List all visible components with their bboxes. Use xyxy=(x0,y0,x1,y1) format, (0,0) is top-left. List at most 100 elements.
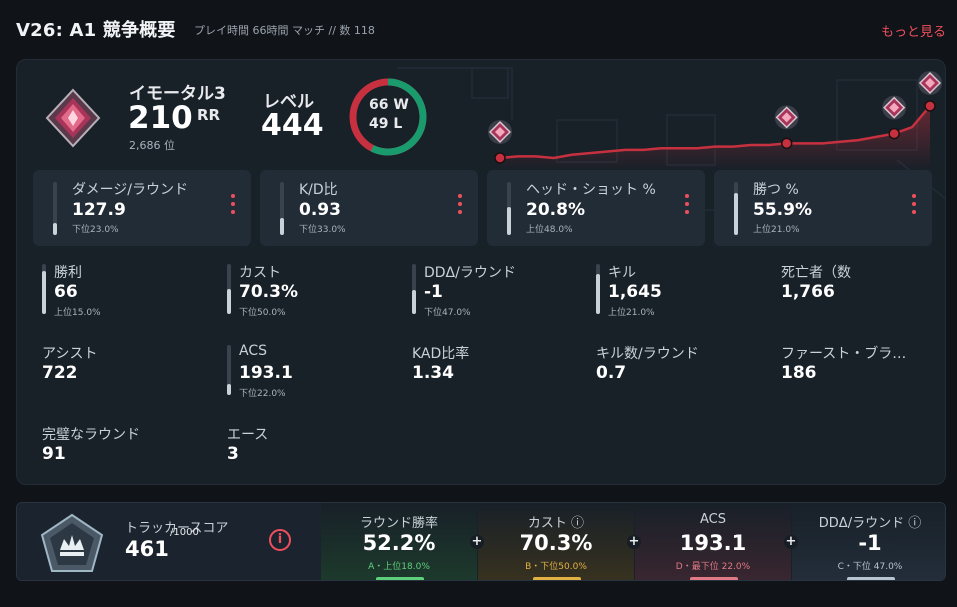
segment-grade: B・下位50.0% xyxy=(525,562,587,572)
stat-value: 20.8% xyxy=(526,200,585,220)
score-segment: ACS 193.1 D・最下位 22.0% xyxy=(635,503,791,580)
stat-percentile: 上位15.0% xyxy=(54,308,101,318)
grid-stat: KAD比率 1.34 xyxy=(412,343,582,399)
percentile-bar-fill xyxy=(412,290,416,314)
stat-percentile: 下位47.0% xyxy=(424,308,471,318)
stat-value: 91 xyxy=(42,444,66,464)
tracker-score-value: 461 xyxy=(125,537,169,561)
more-options-icon[interactable] xyxy=(910,194,918,220)
percentile-bar xyxy=(42,264,46,314)
grade-pill xyxy=(533,577,581,580)
grade-pill xyxy=(690,577,738,580)
segment-value: -1 xyxy=(858,531,882,555)
more-options-icon[interactable] xyxy=(229,194,237,220)
stat-card: 勝つ % 55.9% 上位21.0% xyxy=(714,170,932,246)
tracker-score-panel: トラッカースコア 461 /1000 i ラウンド勝率 52.2% A・上位18.0… xyxy=(16,502,946,581)
score-segment: ラウンド勝率 52.2% A・上位18.0% xyxy=(321,503,477,580)
stat-value: 0.93 xyxy=(299,200,341,220)
tracker-score-label: トラッカースコア xyxy=(125,521,229,536)
see-more-link[interactable]: もっと見る xyxy=(880,25,946,40)
stat-label: 死亡者（数 xyxy=(781,265,851,281)
grid-stat: キル数/ラウンド 0.7 xyxy=(596,343,766,399)
rank-change-point xyxy=(888,127,900,140)
tracker-score-summary: トラッカースコア 461 /1000 i xyxy=(17,503,321,580)
percentile-bar xyxy=(412,264,416,314)
stat-value: 3 xyxy=(227,444,239,464)
segment-value: 52.2% xyxy=(362,531,436,555)
segment-label: カスト ⓘ xyxy=(527,516,585,531)
percentile-bar xyxy=(280,182,284,235)
percentile-bar-fill xyxy=(734,193,738,235)
rr-history-area xyxy=(500,106,930,170)
percentile-bar xyxy=(507,182,511,235)
percentile-bar xyxy=(734,182,738,235)
stat-percentile: 下位22.0% xyxy=(239,389,286,399)
stat-value: 1,766 xyxy=(781,282,835,302)
leaderboard-position: 2,686 位 xyxy=(129,139,175,152)
grid-stat: 勝利 66 上位15.0% xyxy=(42,262,212,318)
grid-stat: 死亡者（数 1,766 xyxy=(781,262,945,318)
rank-change-point xyxy=(780,137,793,150)
page-header: V26: A1 競争概要 プレイ時間 66時間 マッチ // 数 118 もっと… xyxy=(16,16,946,42)
rank-badge-icon xyxy=(774,105,799,130)
plus-icon: + xyxy=(784,534,798,549)
stat-label: DDΔ/ラウンド xyxy=(424,265,516,281)
percentile-bar-fill xyxy=(227,384,231,395)
segment-label: DDΔ/ラウンド ⓘ xyxy=(818,516,922,531)
page-title: V26: A1 競争概要 xyxy=(16,20,176,41)
more-options-icon[interactable] xyxy=(456,194,464,220)
stat-value: 0.7 xyxy=(596,363,627,383)
segment-grade: A・上位18.0% xyxy=(368,562,430,572)
segment-value: 70.3% xyxy=(519,531,593,555)
percentile-bar-fill xyxy=(596,274,600,314)
rank-badge-icon xyxy=(918,71,942,95)
rank-change-point xyxy=(494,152,506,164)
stat-value: 66 xyxy=(54,282,78,302)
stat-label: キル数/ラウンド xyxy=(596,346,699,362)
rank-immortal-icon xyxy=(45,88,101,148)
stat-percentile: 下位50.0% xyxy=(239,308,286,318)
stat-label: ファースト・ブラ… xyxy=(781,346,907,362)
stat-value: 55.9% xyxy=(753,200,812,220)
plus-icon: + xyxy=(627,534,641,549)
segment-grade: D・最下位 22.0% xyxy=(675,562,751,572)
stat-label: K/D比 xyxy=(299,182,338,198)
percentile-bar-fill xyxy=(280,218,284,235)
tracker-score-max: /1000 xyxy=(170,527,199,538)
more-options-icon[interactable] xyxy=(683,194,691,220)
plus-icon: + xyxy=(470,534,484,549)
percentile-bar-fill xyxy=(42,271,46,314)
grid-stat: 完璧なラウンド 91 xyxy=(42,424,212,480)
level-label: レベル xyxy=(263,92,314,112)
percentile-bar xyxy=(227,345,231,395)
losses-count: 49 L xyxy=(369,116,403,132)
stat-label: ダメージ/ラウンド xyxy=(72,182,189,198)
segment-grade: C・下位 47.0% xyxy=(837,562,903,572)
rank-name: イモータル3 xyxy=(129,84,226,104)
stat-value: 70.3% xyxy=(239,282,298,302)
stat-percentile: 上位21.0% xyxy=(753,225,800,235)
rank-rating-history-chart xyxy=(488,71,942,170)
stat-label: 完璧なラウンド xyxy=(42,427,140,443)
stat-value: 186 xyxy=(781,363,817,383)
percentile-bar-fill xyxy=(227,289,231,314)
info-icon[interactable]: i xyxy=(269,529,291,551)
grid-stat: ファースト・ブラ… 186 xyxy=(781,343,945,399)
stat-percentile: 下位23.0% xyxy=(72,225,119,235)
stat-label: ACS xyxy=(239,343,267,359)
grid-stat: アシスト 722 xyxy=(42,343,212,399)
wins-count: 66 W xyxy=(369,97,409,113)
rank-rating-value: 210 xyxy=(128,100,193,136)
stat-card: ダメージ/ラウンド 127.9 下位23.0% xyxy=(33,170,251,246)
stat-label: 勝つ % xyxy=(753,182,799,198)
stat-value: 722 xyxy=(42,363,78,383)
rr-history-line xyxy=(499,105,931,160)
grid-stat: キル 1,645 上位21.0% xyxy=(596,262,766,318)
stat-card: K/D比 0.93 下位33.0% xyxy=(260,170,478,246)
level-value: 444 xyxy=(261,108,324,143)
score-segment: カスト ⓘ 70.3% B・下位50.0% xyxy=(478,503,634,580)
stat-label: キル xyxy=(608,265,636,281)
score-segment: DDΔ/ラウンド ⓘ -1 C・下位 47.0% xyxy=(792,503,945,580)
stat-label: アシスト xyxy=(42,346,98,362)
percentile-bar xyxy=(53,182,57,235)
